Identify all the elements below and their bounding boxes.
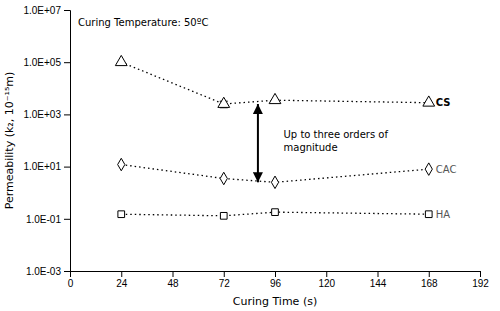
- tick: 192: [472, 271, 489, 289]
- axis-line: [64, 11, 71, 272]
- labels: CS CAC HA Up to three orders ofmagnitude Cur…: [78, 17, 456, 220]
- point: [118, 158, 125, 170]
- tick-label: 0: [68, 278, 74, 289]
- annotation: Up to three orders ofmagnitude: [284, 129, 389, 153]
- tick-label: 1.0E+01: [23, 161, 61, 172]
- axis-line: [71, 272, 481, 278]
- tick-label: 144: [370, 278, 387, 289]
- tick-mark: [121, 271, 122, 277]
- tick-mark: [275, 271, 276, 277]
- point: [425, 163, 432, 175]
- tick-mark: [64, 271, 70, 272]
- tick: 48: [167, 271, 179, 289]
- tick-mark: [326, 271, 327, 277]
- tick-mark: [480, 271, 481, 277]
- tick-mark: [64, 62, 70, 63]
- series-label: CS: [436, 97, 451, 108]
- point: [271, 176, 278, 188]
- tick-label: 72: [219, 278, 231, 289]
- tick-mark: [64, 219, 70, 220]
- y-axis: 1.0E-03 1.0E-01 1.0E+01 1.0E+03 1.0E+05 1.0E+…: [23, 5, 70, 277]
- point: [115, 55, 127, 65]
- tick-label: 1.0E+05: [23, 57, 61, 68]
- tick: 1.0E+01: [23, 161, 70, 172]
- tick-mark: [64, 10, 70, 11]
- point: [269, 93, 281, 103]
- tick: 1.0E+03: [23, 109, 70, 120]
- series-line: [121, 62, 429, 104]
- x-axis: 0 24 48 72 96 120 144 168 192: [68, 271, 490, 289]
- tick: 120: [318, 271, 335, 289]
- tick: 168: [421, 271, 438, 289]
- tick-label: 48: [167, 278, 179, 289]
- arrow: [257, 104, 259, 182]
- y-axis-title: Permeability (k₂, 10⁻¹⁵m): [3, 72, 16, 210]
- tick: 144: [370, 271, 387, 289]
- tick-label: 192: [472, 278, 489, 289]
- point: [220, 172, 227, 184]
- title: Curing Temperature: 50ºC: [78, 17, 208, 28]
- tick-label: 96: [270, 278, 282, 289]
- tick: 72: [219, 271, 231, 289]
- marks: [115, 55, 434, 219]
- tick: 1.0E-01: [26, 214, 70, 225]
- x-axis-title: Curing Time (s): [233, 295, 317, 308]
- point: [218, 97, 230, 107]
- point: [220, 212, 227, 219]
- tick-mark: [378, 271, 379, 277]
- tick: 96: [270, 271, 282, 289]
- series-label: HA: [436, 209, 451, 220]
- point: [423, 96, 435, 106]
- chart: 0 24 48 72 96 120 144 168 192 1.0E-03 1.0E-01 1.0E+…: [0, 0, 500, 311]
- tick-mark: [429, 271, 430, 277]
- tick-label: 1.0E+03: [23, 109, 61, 120]
- tick-label: 24: [116, 278, 128, 289]
- tick-label: 168: [421, 278, 438, 289]
- tick-label: 1.0E-03: [26, 266, 61, 277]
- tick-label: 1.0E-01: [26, 214, 61, 225]
- tick: 1.0E+05: [23, 57, 70, 68]
- series-label: CAC: [436, 164, 457, 175]
- tick: 24: [116, 271, 128, 289]
- point: [425, 211, 432, 218]
- plot: 0 24 48 72 96 120 144 168 192 1.0E-03 1.0E-01 1.0E+…: [23, 5, 489, 289]
- tick-mark: [224, 271, 225, 277]
- tick-mark: [64, 114, 70, 115]
- tick-mark: [64, 167, 70, 168]
- tick: 1.0E+07: [23, 5, 70, 16]
- tick-mark: [173, 271, 174, 277]
- tick-label: 120: [318, 278, 335, 289]
- point: [118, 211, 125, 218]
- point: [272, 209, 279, 216]
- tick-label: 1.0E+07: [23, 5, 61, 16]
- tick: 1.0E-03: [26, 266, 70, 277]
- tick: 0: [68, 271, 74, 289]
